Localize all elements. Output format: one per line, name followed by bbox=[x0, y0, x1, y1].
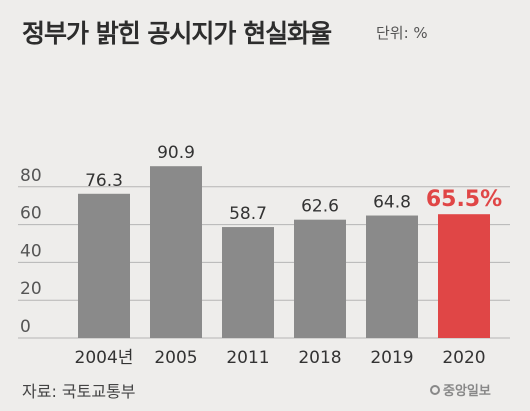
logo-ring-icon bbox=[430, 384, 440, 395]
value-label: 76.3 bbox=[85, 171, 123, 191]
value-label: 90.9 bbox=[157, 143, 195, 163]
logo-text: 중앙일보 bbox=[443, 384, 491, 399]
value-label: 65.5% bbox=[426, 187, 502, 212]
publisher-logo: 중앙일보 bbox=[430, 380, 491, 399]
chart-title: 정부가 밝힌 공시지가 현실화율 bbox=[22, 19, 332, 48]
y-tick-label: 0 bbox=[20, 317, 31, 337]
category-label: 2005 bbox=[154, 348, 197, 368]
bar bbox=[150, 166, 202, 338]
bar bbox=[366, 215, 418, 338]
category-label: 2018 bbox=[298, 348, 341, 368]
category-label: 2019 bbox=[370, 348, 413, 368]
category-label: 2020 bbox=[442, 348, 485, 368]
y-tick-label: 60 bbox=[20, 204, 42, 224]
value-label: 58.7 bbox=[229, 204, 267, 224]
y-tick-label: 20 bbox=[20, 279, 42, 299]
unit-label: 단위: % bbox=[376, 24, 428, 42]
bar bbox=[294, 219, 346, 338]
category-label: 2011 bbox=[226, 348, 269, 368]
value-label: 64.8 bbox=[373, 193, 411, 213]
bar bbox=[222, 227, 274, 338]
source-note: 자료: 국토교통부 bbox=[22, 382, 136, 401]
y-tick-label: 80 bbox=[20, 166, 42, 186]
y-tick-label: 40 bbox=[20, 241, 42, 261]
bar bbox=[438, 214, 490, 338]
category-label: 2004년 bbox=[75, 348, 134, 368]
value-label: 62.6 bbox=[301, 197, 339, 217]
bar bbox=[78, 193, 130, 338]
